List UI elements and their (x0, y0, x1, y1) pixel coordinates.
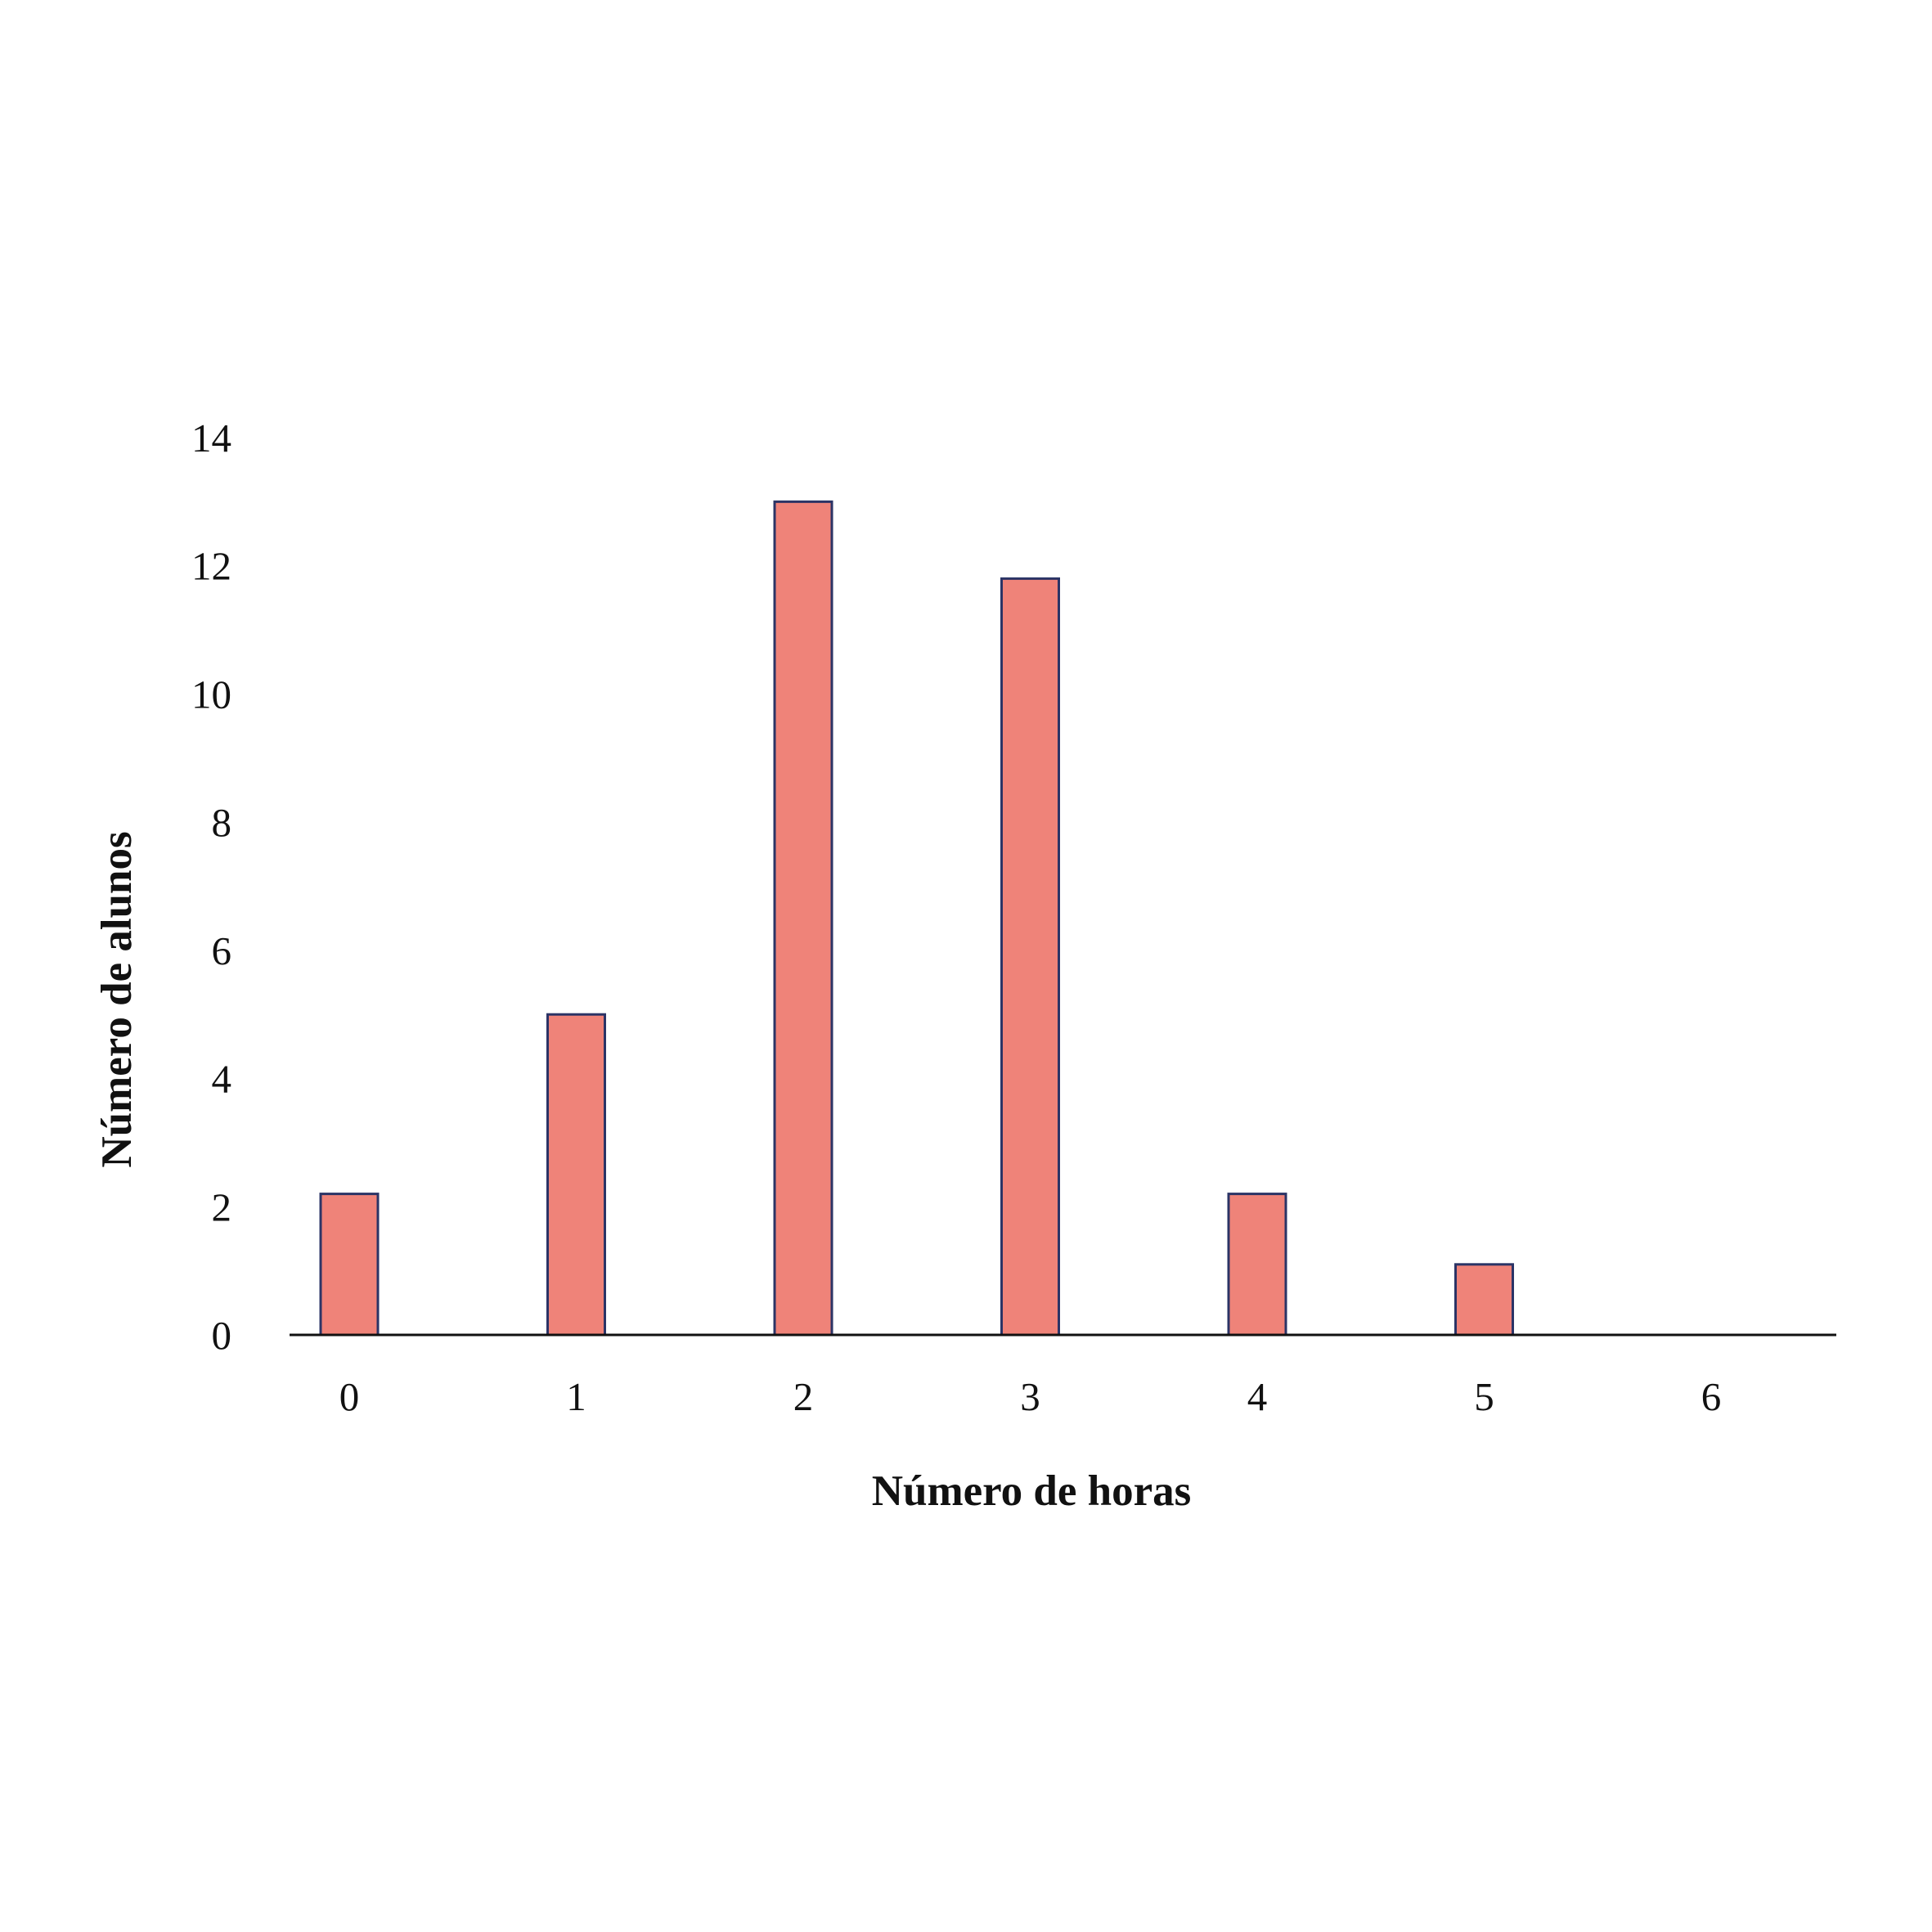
bar (1227, 1193, 1287, 1337)
y-tick-label: 2 (212, 1184, 232, 1229)
y-tick-label: 4 (212, 1057, 232, 1102)
bar (546, 1013, 606, 1337)
y-tick-label: 0 (212, 1313, 232, 1358)
bar (319, 1193, 380, 1337)
y-tick-label: 10 (191, 672, 231, 717)
y-axis-title: Número de alunos (93, 831, 141, 1167)
x-axis-title: Número de horas (872, 1467, 1192, 1515)
x-tick-label: 3 (1020, 1374, 1040, 1419)
y-axis-ticks: 0 2 4 6 8 10 12 14 (191, 416, 231, 1358)
y-tick-label: 12 (191, 544, 231, 589)
bar (1454, 1263, 1514, 1337)
x-tick-label: 1 (566, 1374, 586, 1419)
y-tick-label: 14 (191, 416, 231, 461)
x-tick-label: 0 (339, 1374, 360, 1419)
x-tick-label: 4 (1247, 1374, 1268, 1419)
x-tick-label: 6 (1701, 1374, 1722, 1419)
y-tick-label: 8 (212, 800, 232, 845)
y-tick-label: 6 (212, 928, 232, 973)
x-tick-label: 2 (793, 1374, 814, 1419)
x-axis-ticks: 0 1 2 3 4 5 6 (339, 1374, 1722, 1419)
bar (1000, 577, 1060, 1337)
bar (773, 500, 833, 1337)
bars (319, 500, 1514, 1337)
x-tick-label: 5 (1474, 1374, 1494, 1419)
